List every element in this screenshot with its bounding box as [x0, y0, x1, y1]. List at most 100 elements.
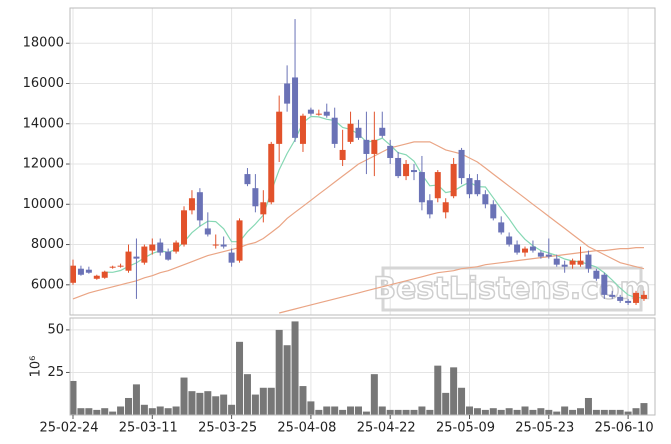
candle-body — [466, 178, 473, 195]
candle-body — [149, 244, 156, 251]
candle-body — [395, 157, 402, 177]
y-axis-label: 10⁶ — [29, 356, 44, 378]
volume-bar — [410, 409, 418, 415]
volume-bar — [394, 409, 402, 415]
candle-body — [514, 244, 521, 253]
volume-bar — [529, 409, 537, 415]
candle-body — [85, 269, 92, 273]
candle-body — [490, 204, 497, 219]
candle-body — [577, 260, 584, 265]
y-tick-label: 14000 — [23, 116, 64, 131]
candle-body — [561, 264, 568, 267]
candle-body — [585, 254, 592, 269]
volume-bar — [347, 406, 355, 415]
y-tick-label: 10000 — [23, 197, 64, 212]
x-tick-label: 25-04-08 — [277, 421, 336, 436]
candle-body — [323, 111, 330, 116]
candle-body — [498, 222, 505, 233]
y-tick-label: 12000 — [23, 157, 64, 172]
candle-body — [276, 111, 283, 144]
candle-body — [339, 149, 346, 160]
volume-bar — [584, 397, 592, 415]
volume-bar — [172, 406, 180, 415]
volume-bar — [632, 408, 640, 415]
candle-body — [410, 170, 417, 173]
volume-bar — [323, 406, 331, 415]
volume-bar — [148, 408, 156, 415]
candle-body — [284, 83, 291, 104]
candle-body — [93, 275, 100, 279]
volume-bar — [386, 409, 394, 415]
x-tick-label: 25-06-10 — [595, 421, 654, 436]
volume-bar — [228, 404, 236, 415]
volume-bar — [418, 406, 426, 415]
candle-body — [133, 256, 140, 259]
plot-frame — [69, 7, 656, 316]
candle-body — [196, 192, 203, 221]
volume-bar — [132, 384, 140, 415]
volume-bar — [331, 406, 339, 415]
candle-body — [188, 198, 195, 211]
volume-bar — [489, 408, 497, 415]
volume-bar — [140, 404, 148, 415]
volume-bar — [251, 394, 259, 415]
volume-bar — [458, 387, 466, 415]
volume-bar — [109, 411, 117, 415]
volume-bar — [283, 345, 291, 415]
y-tick-label: 16000 — [23, 76, 64, 91]
volume-bar — [69, 380, 77, 415]
candle-body — [633, 292, 640, 303]
volume-bar — [204, 391, 212, 415]
candle-body — [593, 270, 600, 279]
volume-bar — [600, 409, 608, 415]
candle-body — [101, 271, 108, 278]
candle-body — [331, 117, 338, 144]
candle-body — [173, 242, 180, 252]
volume-bar — [117, 406, 125, 415]
plot-frame — [69, 317, 656, 416]
volume-bar — [513, 409, 521, 415]
volume-bar — [243, 374, 251, 415]
candle-body — [204, 228, 211, 235]
candle-body — [236, 220, 243, 261]
watermark-box — [381, 266, 643, 312]
volume-bar — [125, 397, 133, 415]
candle-body — [228, 252, 235, 263]
volume-bar — [77, 408, 85, 415]
volume-bar — [434, 365, 442, 415]
volume-bar — [450, 367, 458, 415]
candle-body — [609, 294, 616, 297]
volume-bar — [569, 409, 577, 415]
candle-body — [141, 246, 148, 263]
candle-body — [252, 188, 259, 207]
candle-body — [450, 164, 457, 197]
volume-bar — [473, 408, 481, 415]
candle-body — [125, 251, 132, 271]
volume-bar — [196, 392, 204, 415]
candle-body — [244, 174, 251, 185]
candle-body — [529, 246, 536, 251]
volume-bar — [339, 409, 347, 415]
candle-body — [315, 113, 322, 115]
volume-bar — [156, 406, 164, 415]
volume-bar — [624, 411, 632, 415]
candle-body — [260, 202, 267, 215]
moving-average-line — [279, 247, 644, 314]
candle-body — [537, 252, 544, 257]
volume-bar — [537, 408, 545, 415]
volume-bar — [592, 409, 600, 415]
candle-body — [292, 77, 299, 138]
candle-body — [545, 254, 552, 257]
volume-bar — [577, 408, 585, 415]
x-tick-label: 25-03-11 — [119, 421, 178, 436]
candle-body — [220, 244, 227, 247]
volume-bar — [608, 409, 616, 415]
x-tick-label: 25-05-23 — [515, 421, 574, 436]
candle-body — [70, 265, 76, 283]
volume-bar — [545, 409, 553, 415]
y-tick-label: 8000 — [31, 237, 64, 252]
volume-bar — [93, 409, 101, 415]
volume-bar — [315, 409, 323, 415]
volume-bar — [481, 409, 489, 415]
